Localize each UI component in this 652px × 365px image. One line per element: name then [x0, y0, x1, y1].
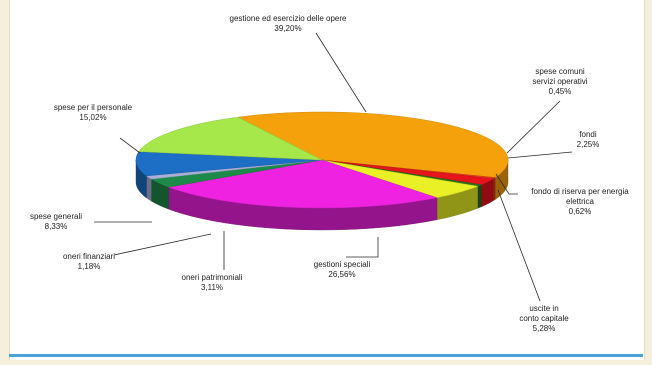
slice-name-line: fondi: [579, 130, 597, 139]
pie-slice-uscite-in-conto-capitale: [321, 159, 479, 198]
pie-slice-oneri-patrimoniali: [150, 159, 323, 188]
slice-label-spese-per-il-personale: spese per il personale 15,02%: [54, 103, 133, 122]
slice-label-spese-generali: spese generali 8,33%: [30, 212, 82, 231]
slice-value: 26,56%: [328, 270, 355, 279]
slice-name-line: gestioni speciali: [314, 260, 371, 269]
slice-label-oneri-finanziari: oneri finanziari 1,18%: [63, 252, 115, 271]
slice-name-line: gestione ed esercizio delle opere: [230, 14, 348, 23]
leader-line-gestione-ed-esercizio-delle-opere: [315, 32, 367, 113]
slice-name-line: oneri finanziari: [63, 252, 115, 261]
pie-sides: [135, 159, 509, 231]
leader-line-gestioni-speciali: [346, 237, 379, 258]
slice-label-fondo-di-riserva-per-energia-elettrica: fondo di riserva per energia elettrica 0,6…: [531, 187, 629, 216]
pie-slice-spese-generali: [135, 151, 323, 177]
slice-value: 3,11%: [201, 283, 223, 292]
slice-value: 2,25%: [577, 140, 600, 149]
slice-name-line: oneri patrimoniali: [182, 273, 243, 282]
slice-name-line: spese generali: [30, 212, 82, 221]
slice-value: 15,02%: [79, 113, 106, 122]
slice-name-line: spese comuni: [535, 67, 585, 76]
slice-labels: gestione ed esercizio delle opere 39,20% s…: [30, 14, 629, 333]
slice-label-oneri-patrimoniali: oneri patrimoniali 3,11%: [182, 273, 243, 292]
slice-label-fondi: fondi 2,25%: [577, 130, 600, 149]
slice-name-line: fondo di riserva per energia: [531, 187, 629, 196]
pie-slice-gestione-ed-esercizio-delle-opere: [237, 111, 509, 178]
slice-value: 8,33%: [45, 222, 68, 231]
slice-name-line: servizi operativi: [532, 77, 587, 86]
leader-line-fondo-di-riserva-per-energia-elettrica: [495, 173, 518, 195]
leader-line-oneri-finanziari: [113, 233, 212, 256]
pie-tops: [135, 111, 509, 209]
slice-value: 0,45%: [549, 87, 572, 96]
slice-label-spese-comuni-servizi-operativi: spese comuni servizi operativi 0,45%: [532, 67, 587, 96]
pie-slice-spese-per-il-personale: [138, 116, 323, 161]
slice-name-line: spese per il personale: [54, 103, 133, 112]
pie-side-fondo-di-riserva-per-energia-elettrica: [477, 184, 482, 209]
slice-value: 39,20%: [274, 24, 301, 33]
pie-slice-fondi: [321, 159, 494, 185]
slice-label-gestione-ed-esercizio-delle-opere: gestione ed esercizio delle opere 39,20%: [230, 14, 348, 33]
leader-line-spese-comuni-servizi-operativi: [506, 100, 561, 154]
slice-value: 1,18%: [78, 262, 101, 271]
slice-name-line: uscite in: [529, 304, 558, 313]
pie-side-oneri-finanziari: [146, 175, 152, 202]
slice-name-line: elettrica: [566, 197, 595, 206]
leader-line-fondi: [507, 151, 573, 159]
slice-value: 0,62%: [569, 207, 592, 216]
slice-label-uscite-in-conto-capitale: uscite in conto capitale 5,28%: [519, 304, 569, 333]
pie-side-spese-comuni-servizi-operativi: [492, 177, 496, 202]
leader-line-uscite-in-conto-capitale: [497, 189, 541, 302]
panel-bottom-border: [9, 354, 643, 357]
slice-name-line: conto capitale: [519, 314, 569, 323]
leader-line-spese-per-il-personale: [119, 137, 141, 154]
pie-slice-gestioni-speciali: [167, 159, 438, 209]
leader-lines: [94, 32, 573, 302]
slice-label-gestioni-speciali: gestioni speciali 26,56%: [314, 260, 371, 279]
slice-value: 5,28%: [533, 324, 556, 333]
